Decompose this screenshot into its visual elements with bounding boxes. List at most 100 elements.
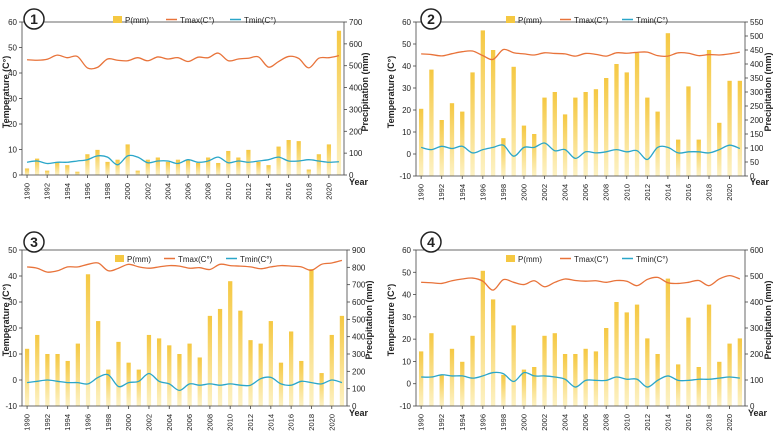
precip-bar-2020	[329, 334, 334, 406]
tmin-line	[421, 371, 740, 388]
x-tick-label: 2016	[284, 183, 293, 200]
y-tick-label: 20	[8, 120, 17, 129]
precip-bar-2005	[573, 97, 578, 176]
y-tick-label: 10	[402, 357, 411, 366]
precip-bar-1991	[429, 333, 434, 406]
y-axis-label-temperature: Temperature (C°)	[386, 284, 396, 356]
x-tick-label: 2016	[684, 184, 693, 201]
precip-bar-2010	[624, 72, 629, 176]
y2-axis-label-precipitation: Precipitation (mm)	[763, 52, 773, 131]
panel-number-label: 1	[30, 11, 38, 27]
y2-tick-label: 450	[750, 46, 764, 55]
precip-bar-2004	[562, 354, 568, 406]
precip-bar-2011	[236, 157, 241, 175]
precip-bar-1999	[511, 325, 516, 406]
y-tick-label: 50	[8, 246, 17, 255]
precip-bar-2000	[521, 369, 527, 406]
precip-bar-2014	[268, 321, 273, 406]
precip-bar-2008	[206, 157, 211, 175]
legend-swatch-precipitation	[113, 16, 122, 23]
y-axis-label-temperature: Temperature (C°)	[1, 284, 11, 356]
precip-bar-2003	[552, 92, 557, 176]
x-tick-label: 1992	[43, 183, 52, 200]
precip-bar-1997	[490, 50, 496, 176]
tmin-line	[26, 154, 340, 166]
x-tick-label: 2006	[184, 183, 193, 200]
y-tick-label: 50	[402, 40, 411, 49]
precip-bar-1992	[439, 120, 444, 176]
precip-bar-2005	[573, 354, 578, 406]
panel-number-label: 4	[427, 234, 435, 250]
precip-bar-1993	[449, 348, 455, 406]
legend-swatch-precipitation	[506, 16, 515, 23]
y2-tick-label: 400	[750, 298, 764, 307]
precip-bar-2018	[309, 269, 314, 406]
legend-label-precipitation: P(mm)	[518, 16, 542, 25]
precip-bar-1995	[75, 171, 80, 175]
y2-tick-label: 900	[352, 246, 366, 255]
precip-bar-2002	[542, 335, 547, 406]
x-tick-label: 1994	[63, 414, 72, 431]
precip-bar-2017	[696, 367, 701, 406]
y-tick-label: 60	[402, 18, 411, 27]
y-tick-label: 20	[402, 335, 411, 344]
x-tick-label: 2018	[307, 414, 316, 431]
precip-bar-1996	[85, 274, 91, 406]
precip-bar-1998	[105, 161, 110, 175]
y2-tick-label: 800	[352, 263, 366, 272]
precip-bar-1997	[490, 299, 496, 406]
x-tick-label: 2012	[643, 184, 652, 201]
precip-bar-2020	[727, 80, 732, 176]
x-tick-label: 2008	[205, 414, 214, 431]
panel-number-label: 2	[427, 11, 435, 27]
precip-bar-2021	[336, 30, 342, 175]
precip-bar-2007	[593, 351, 599, 406]
precip-bar-1991	[429, 69, 434, 176]
x-tick-label: 2010	[224, 183, 233, 200]
x-tick-label: 2004	[163, 183, 172, 200]
precip-bar-2006	[583, 92, 588, 176]
precip-bar-2004	[562, 114, 568, 176]
y2-tick-label: 0	[750, 402, 755, 411]
precip-bar-2013	[256, 161, 261, 175]
precip-bar-2004	[167, 345, 172, 406]
precip-bar-2012	[248, 340, 253, 406]
y2-tick-label: 0	[750, 172, 755, 181]
legend-label-precipitation: P(mm)	[125, 16, 149, 25]
panel-number-label: 3	[30, 234, 38, 250]
precip-bar-2000	[125, 144, 130, 175]
precip-bar-2006	[583, 348, 588, 406]
precip-bar-1994	[460, 361, 465, 406]
y-tick-label: 30	[402, 313, 411, 322]
precip-bar-1999	[116, 341, 121, 406]
x-tick-label: 2018	[705, 414, 714, 431]
precip-bar-2013	[258, 343, 263, 406]
y-tick-label: -10	[399, 172, 411, 181]
precip-bar-2005	[177, 354, 182, 406]
x-tick-label: 1996	[478, 184, 487, 201]
y2-axis-label-precipitation: Precipitation (mm)	[763, 280, 773, 359]
precip-bar-1999	[511, 66, 516, 176]
precip-bar-1999	[115, 159, 120, 175]
legend-swatch-precipitation	[115, 255, 124, 262]
plot-frame	[415, 21, 746, 177]
y2-tick-label: 500	[349, 62, 363, 71]
x-tick-label: 2020	[725, 184, 734, 201]
x-tick-label: 2014	[264, 183, 273, 200]
precip-bar-2002	[146, 334, 152, 406]
x-tick-label: 2020	[725, 414, 734, 431]
x-tick-label: 1994	[63, 183, 72, 200]
legend-label-precipitation: P(mm)	[127, 255, 151, 264]
precip-bar-2009	[216, 162, 221, 175]
y-tick-label: 30	[8, 95, 17, 104]
precip-bar-2000	[521, 125, 527, 176]
y2-tick-label: 500	[352, 315, 366, 324]
precip-bar-2005	[175, 159, 181, 175]
y2-tick-label: 350	[750, 74, 764, 83]
precip-bar-1990	[418, 108, 424, 176]
precip-bar-2018	[706, 50, 712, 176]
precip-bar-1997	[95, 149, 100, 175]
x-tick-label: 1992	[43, 414, 52, 431]
precip-bar-1998	[501, 138, 506, 176]
